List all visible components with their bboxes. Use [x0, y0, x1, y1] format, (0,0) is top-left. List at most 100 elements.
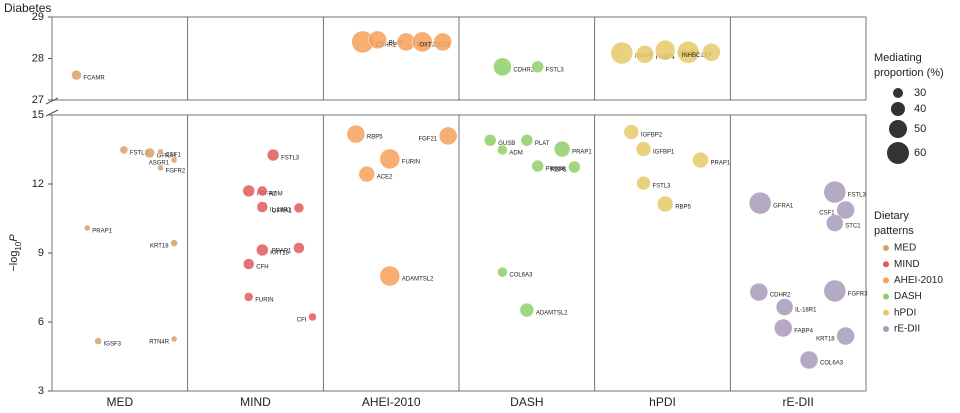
point-label: ASGR1: [149, 161, 170, 167]
point-label: IGFBP2: [641, 133, 663, 139]
legend-swatch: [883, 261, 889, 268]
bubble: [654, 39, 676, 61]
point-label: COL6A3: [509, 273, 533, 279]
legend-title: patterns: [874, 225, 914, 237]
bubble: [94, 337, 102, 345]
bubble: [773, 318, 793, 338]
point-label: FGFR2: [257, 191, 277, 197]
point-label: PLAT: [535, 141, 550, 147]
bubble: [242, 184, 255, 198]
legend-swatch: [883, 277, 889, 284]
bubble: [635, 141, 652, 157]
bubble: [836, 326, 855, 346]
point-label: ADAMTSL2: [536, 311, 568, 317]
x-tick-label: DASH: [510, 395, 543, 409]
point-label: RBP5: [551, 168, 567, 174]
bubble: [483, 134, 497, 147]
bubble: [610, 41, 634, 65]
size-legend-circle: [893, 88, 903, 98]
y-tick-label: 28: [32, 52, 44, 64]
size-legend-label: 30: [914, 87, 926, 99]
bubble: [623, 124, 640, 140]
point-label: PRAP1: [572, 150, 592, 156]
bubble: [368, 30, 387, 50]
point-label: IGFBP1: [653, 150, 675, 156]
bubble: [71, 69, 82, 81]
panel-title: Diabetes: [4, 1, 51, 15]
point-label: RBP5: [367, 135, 383, 141]
y-tick-label: 9: [38, 247, 44, 259]
legend-label: AHEI-2010: [894, 275, 943, 286]
point-label: CSF1: [819, 211, 835, 217]
bubble: [293, 242, 305, 254]
y-tick-label: 29: [32, 11, 44, 23]
point-label: RTN4R: [149, 340, 170, 346]
x-tick-label: MIND: [240, 395, 271, 409]
point-label: PRAP1: [710, 161, 730, 167]
y-tick-label: 6: [38, 316, 44, 328]
point-label: GFRA1: [272, 208, 293, 214]
bubble: [568, 160, 581, 174]
point-label: RBP5: [675, 205, 691, 211]
point-label: FURIN: [402, 160, 420, 166]
legend-label: rE-DII: [894, 324, 920, 335]
size-legend-circle: [887, 142, 909, 164]
point-label: FURIN: [255, 298, 273, 304]
bubble: [493, 57, 512, 77]
legend-label: MED: [894, 243, 916, 254]
bubble: [293, 202, 305, 214]
y-tick-label: 3: [38, 385, 44, 397]
bubble: [346, 124, 366, 144]
size-legend-circle: [889, 120, 907, 138]
legend-swatch: [883, 245, 889, 251]
point-label: FCAMR: [83, 76, 105, 82]
x-tick-label: MED: [106, 395, 133, 409]
bubble: [677, 41, 700, 64]
bubble: [520, 134, 534, 147]
bubble: [692, 151, 709, 169]
point-label: FGFR2: [166, 168, 186, 174]
size-legend-title: Mediating: [874, 52, 922, 64]
y-axis-label-part: −log: [8, 251, 20, 272]
bubble: [823, 180, 847, 204]
point-label: PLAT: [389, 40, 404, 46]
point-label: FSTL3: [281, 156, 300, 162]
bubble: [635, 45, 655, 64]
legend-swatch: [883, 309, 889, 316]
bubble: [266, 148, 280, 162]
y-tick-label: 27: [32, 94, 44, 106]
bubble: [119, 145, 129, 155]
point-label: CDHR2: [376, 42, 397, 48]
bubble: [749, 282, 769, 302]
bubble: [799, 350, 819, 370]
point-label: FSTL3: [848, 193, 867, 199]
bubble: [256, 243, 269, 257]
x-tick-label: AHEI-2010: [362, 395, 421, 409]
bubble: [157, 164, 164, 172]
point-label: OXT: [419, 42, 432, 48]
legend-swatch: [883, 293, 889, 300]
bubble: [438, 126, 458, 146]
point-label: FGFR3: [848, 292, 868, 298]
bubble: [157, 148, 164, 156]
bubble: [497, 266, 508, 278]
point-label: GFRA1: [157, 154, 178, 160]
y-axis-label: −log10P: [8, 234, 23, 272]
bubble: [826, 214, 844, 232]
bubble: [531, 60, 544, 74]
axis-break: [45, 97, 59, 105]
bubble: [144, 147, 155, 159]
point-label: FGF21: [418, 137, 437, 143]
point-label: PRAP1: [92, 229, 112, 235]
bubble: [836, 200, 855, 220]
bubble: [358, 165, 375, 183]
bubble: [823, 279, 847, 303]
point-label: INHBC: [682, 53, 701, 59]
point-label: PRAP1: [272, 249, 292, 255]
bubble: [656, 195, 674, 213]
point-label: CDHR2: [513, 67, 534, 73]
point-label: KRT18: [270, 251, 289, 257]
legend-label: hPDI: [894, 307, 916, 318]
bubble: [519, 302, 535, 318]
size-legend-label: 60: [914, 147, 926, 159]
